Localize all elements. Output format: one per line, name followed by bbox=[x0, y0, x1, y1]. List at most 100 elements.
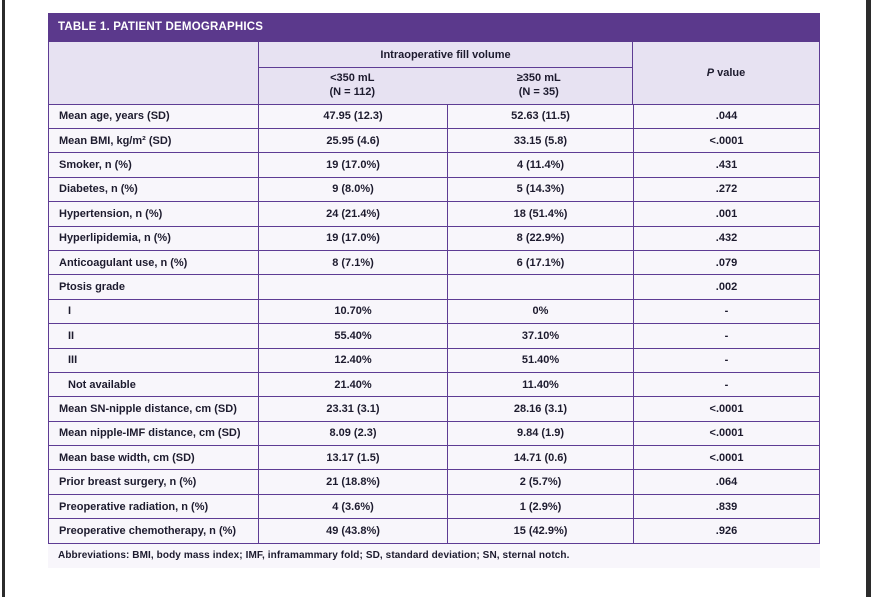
row-label-cell: Not available bbox=[68, 378, 136, 391]
table-row: Preoperative chemotherapy, n (%) 49 (43.8… bbox=[49, 518, 819, 543]
value-cell-ge350: 1 (2.9%) bbox=[447, 494, 633, 519]
table-row: Mean BMI, kg/m² (SD) 25.95 (4.6) 33.15 (5.… bbox=[49, 127, 819, 153]
header-col-lt350: <350 mL (N = 112) bbox=[259, 68, 446, 104]
value-cell-lt350: 55.40% bbox=[258, 324, 447, 348]
demographics-table: TABLE 1. PATIENT DEMOGRAPHICS Intraopera… bbox=[48, 13, 820, 568]
value-cell-ge350: 18 (51.4%) bbox=[447, 202, 633, 226]
header-empty-cell bbox=[49, 42, 258, 104]
table-row: III 12.40% 51.40% - bbox=[49, 347, 819, 372]
table-row: Preoperative radiation, n (%) 4 (3.6%) 1 (… bbox=[49, 493, 819, 519]
value-cell-ge350: 0% bbox=[447, 299, 633, 324]
row-label-cell: III bbox=[68, 354, 78, 367]
p-value-cell: .064 bbox=[633, 470, 819, 494]
value-cell-lt350: 8.09 (2.3) bbox=[258, 421, 447, 446]
header-col-ge350-line2: (N = 35) bbox=[518, 86, 559, 99]
table-row: Mean base width, cm (SD) 13.17 (1.5) 14.71… bbox=[49, 445, 819, 470]
table-row: Hyperlipidemia, n (%) 19 (17.0%) 8 (22.9%)… bbox=[49, 225, 819, 250]
value-cell-ge350: 51.40% bbox=[447, 348, 633, 372]
value-cell-ge350: 2 (5.7%) bbox=[447, 470, 633, 494]
row-label-cell: Preoperative chemotherapy, n (%) bbox=[59, 524, 237, 537]
value-cell-ge350: 9.84 (1.9) bbox=[447, 421, 633, 446]
value-cell-lt350: 10.70% bbox=[258, 299, 447, 324]
p-value-cell: <.0001 bbox=[633, 128, 819, 153]
table-row: Diabetes, n (%) 9 (8.0%) 5 (14.3%) .272 bbox=[49, 176, 819, 202]
p-value-cell: .432 bbox=[633, 226, 819, 250]
value-cell-ge350: 8 (22.9%) bbox=[447, 226, 633, 250]
p-value-cell: .431 bbox=[633, 153, 819, 177]
header-p-rest: value bbox=[717, 66, 746, 79]
value-cell-lt350: 19 (17.0%) bbox=[258, 226, 447, 250]
value-cell-lt350: 13.17 (1.5) bbox=[258, 446, 447, 470]
table-row: Prior breast surgery, n (%) 21 (18.8%) 2 (… bbox=[49, 469, 819, 494]
p-value-cell: .079 bbox=[633, 250, 819, 275]
table-footnote: Abbreviations: BMI, body mass index; IMF… bbox=[48, 543, 820, 568]
row-label-cell: I bbox=[68, 305, 72, 318]
value-cell-ge350: 33.15 (5.8) bbox=[447, 128, 633, 153]
value-cell-lt350: 49 (43.8%) bbox=[258, 519, 447, 543]
header-fill-volume-group: Intraoperative fill volume <350 mL (N = … bbox=[258, 42, 633, 104]
value-cell-lt350: 21.40% bbox=[258, 372, 447, 397]
value-cell-ge350: 11.40% bbox=[447, 372, 633, 397]
value-cell-lt350: 47.95 (12.3) bbox=[258, 104, 447, 128]
value-cell-lt350: 25.95 (4.6) bbox=[258, 128, 447, 153]
value-cell-lt350: 4 (3.6%) bbox=[258, 494, 447, 519]
row-label-cell: Hypertension, n (%) bbox=[59, 207, 163, 220]
p-value-cell: .044 bbox=[633, 104, 819, 128]
row-label-cell: Hyperlipidemia, n (%) bbox=[59, 232, 171, 245]
table-frame: Intraoperative fill volume <350 mL (N = … bbox=[48, 42, 820, 544]
value-cell-lt350: 9 (8.0%) bbox=[258, 177, 447, 202]
value-cell-ge350: 14.71 (0.6) bbox=[447, 446, 633, 470]
value-cell-lt350: 19 (17.0%) bbox=[258, 153, 447, 177]
row-label-cell: Preoperative radiation, n (%) bbox=[59, 500, 209, 513]
value-cell-ge350: 28.16 (3.1) bbox=[447, 397, 633, 421]
row-label-cell: Mean nipple-IMF distance, cm (SD) bbox=[59, 427, 241, 440]
row-label-cell: Smoker, n (%) bbox=[59, 159, 132, 172]
table-title: TABLE 1. PATIENT DEMOGRAPHICS bbox=[48, 13, 820, 42]
p-value-cell: - bbox=[633, 299, 819, 324]
header-col-lt350-line1: <350 mL bbox=[330, 72, 375, 84]
table-row: I 10.70% 0% - bbox=[49, 298, 819, 324]
p-value-cell: .272 bbox=[633, 177, 819, 202]
table-row: Hypertension, n (%) 24 (21.4%) 18 (51.4%).… bbox=[49, 201, 819, 226]
row-label-cell: Mean SN-nipple distance, cm (SD) bbox=[59, 402, 237, 415]
page-edge-left bbox=[2, 0, 5, 597]
p-value-cell: <.0001 bbox=[633, 421, 819, 446]
p-value-cell: - bbox=[633, 372, 819, 397]
value-cell-lt350: 8 (7.1%) bbox=[258, 250, 447, 275]
value-cell-ge350: 15 (42.9%) bbox=[447, 519, 633, 543]
table-row: Mean nipple-IMF distance, cm (SD) 8.09 (2… bbox=[49, 420, 819, 446]
value-cell-lt350: 21 (18.8%) bbox=[258, 470, 447, 494]
table-header: Intraoperative fill volume <350 mL (N = … bbox=[49, 42, 819, 104]
p-value-cell: - bbox=[633, 324, 819, 348]
header-col-ge350-line1: ≥350 mL bbox=[516, 72, 561, 84]
table-row: Not available 21.40% 11.40% - bbox=[49, 371, 819, 397]
value-cell-ge350: 52.63 (11.5) bbox=[447, 104, 633, 128]
p-value-cell: .926 bbox=[633, 519, 819, 543]
table-row: Anticoagulant use, n (%) 8 (7.1%) 6 (17.1%… bbox=[49, 249, 819, 275]
table-body: Mean age, years (SD) 47.95 (12.3) 52.63 (1… bbox=[49, 103, 819, 543]
p-value-cell: - bbox=[633, 348, 819, 372]
row-label-cell: Mean age, years (SD) bbox=[59, 110, 170, 123]
value-cell-ge350: 6 (17.1%) bbox=[447, 250, 633, 275]
header-p-italic: P bbox=[706, 66, 715, 79]
table-row: Ptosis grade .002 bbox=[49, 274, 819, 299]
table-row: Mean SN-nipple distance, cm (SD) 23.31 (3… bbox=[49, 396, 819, 421]
header-col-ge350: ≥350 mL (N = 35) bbox=[446, 68, 633, 104]
row-label-cell: Ptosis grade bbox=[59, 281, 126, 294]
p-value-cell: .001 bbox=[633, 202, 819, 226]
value-cell-lt350: 12.40% bbox=[258, 348, 447, 372]
row-label-cell: Mean BMI, kg/m² (SD) bbox=[59, 134, 172, 147]
value-cell-ge350: 4 (11.4%) bbox=[447, 153, 633, 177]
value-cell-ge350 bbox=[447, 275, 633, 299]
header-subcolumns: <350 mL (N = 112) ≥350 mL (N = 35) bbox=[259, 68, 632, 104]
value-cell-lt350: 23.31 (3.1) bbox=[258, 397, 447, 421]
value-cell-ge350: 5 (14.3%) bbox=[447, 177, 633, 202]
row-label-cell: Prior breast surgery, n (%) bbox=[59, 476, 197, 489]
row-label-cell: Mean base width, cm (SD) bbox=[59, 451, 195, 464]
p-value-cell: .002 bbox=[633, 275, 819, 299]
value-cell-ge350: 37.10% bbox=[447, 324, 633, 348]
value-cell-lt350 bbox=[258, 275, 447, 299]
row-label-cell: Diabetes, n (%) bbox=[59, 183, 138, 196]
page-edge-right bbox=[866, 0, 871, 597]
header-group-label: Intraoperative fill volume bbox=[259, 42, 632, 68]
